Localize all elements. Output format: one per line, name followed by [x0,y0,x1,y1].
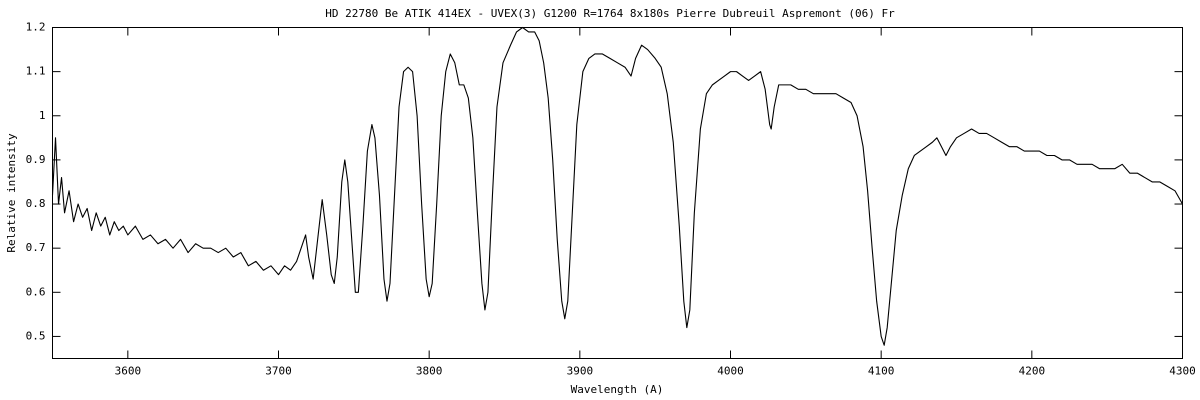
x-tick-label: 3600 [115,365,142,378]
x-tick-label: 4300 [1169,365,1196,378]
y-tick-label: 1.2 [26,21,46,34]
x-tick-label: 3900 [567,365,594,378]
y-tick-label: 0.5 [26,329,46,342]
y-tick-label: 1.1 [26,65,46,78]
y-tick-label: 0.8 [26,197,46,210]
plot-frame [52,27,1183,359]
x-tick-label: 3700 [265,365,292,378]
x-tick-label: 4000 [717,365,744,378]
y-tick-label: 1 [39,109,46,122]
x-tick-label: 3800 [416,365,443,378]
y-tick-label: 0.9 [26,153,46,166]
chart-title: HD 22780 Be ATIK 414EX - UVEX(3) G1200 R… [325,7,895,20]
spectrum-line [51,26,1183,346]
x-axis-label: Wavelength (A) [571,383,664,396]
x-tick-label: 4100 [868,365,895,378]
y-tick-label: 0.6 [26,285,46,298]
x-tick-label: 4200 [1019,365,1046,378]
y-axis-label: Relative intensity [5,133,18,253]
y-tick-label: 0.7 [26,241,46,254]
